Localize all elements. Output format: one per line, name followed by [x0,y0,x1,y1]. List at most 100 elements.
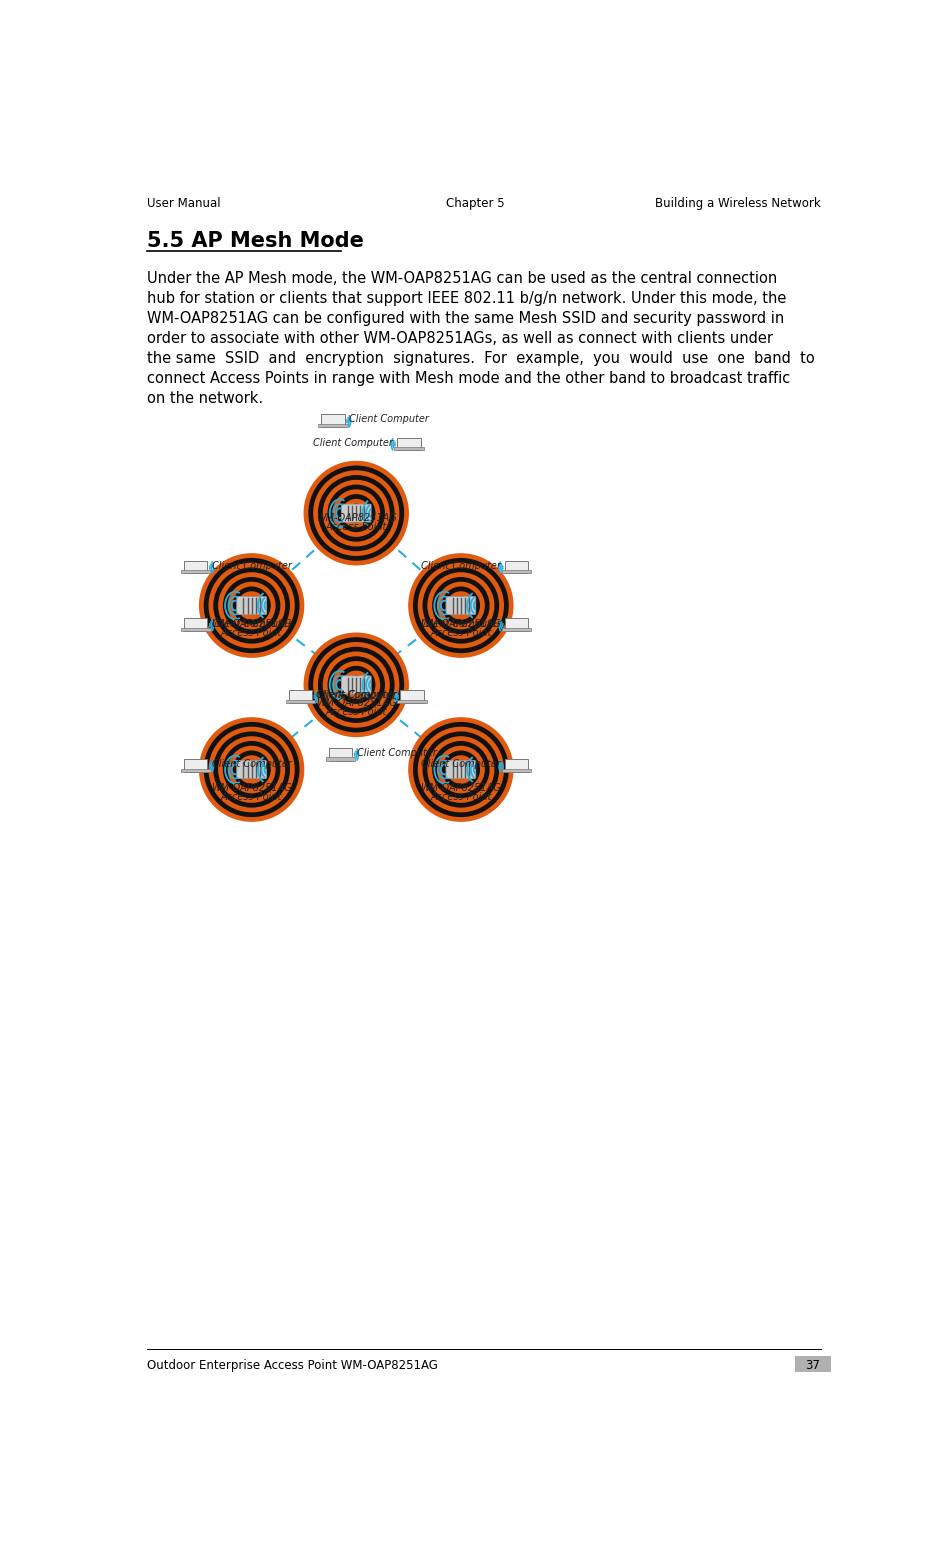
Text: WM-OAP8251AG: WM-OAP8251AG [315,699,396,708]
Ellipse shape [426,572,494,638]
Ellipse shape [446,756,475,784]
FancyBboxPatch shape [394,448,424,451]
Text: Client Computer: Client Computer [316,691,396,700]
Ellipse shape [209,726,295,812]
Ellipse shape [204,722,299,818]
Text: Client Computer: Client Computer [420,759,500,770]
Text: Access Point: Access Point [325,522,387,531]
FancyBboxPatch shape [502,570,531,573]
Ellipse shape [327,485,385,542]
Ellipse shape [312,641,399,728]
Ellipse shape [408,717,513,823]
Text: 5.5 AP Mesh Mode: 5.5 AP Mesh Mode [146,231,363,251]
FancyBboxPatch shape [236,761,266,779]
Ellipse shape [213,731,289,807]
Ellipse shape [408,553,513,658]
Text: Client Computer: Client Computer [312,438,392,448]
Ellipse shape [308,637,404,733]
FancyBboxPatch shape [502,629,531,630]
Text: on the network.: on the network. [146,390,263,406]
Ellipse shape [318,647,394,723]
Text: Client Computer: Client Computer [212,561,292,570]
FancyBboxPatch shape [504,618,527,630]
Text: Access Point: Access Point [430,627,491,638]
FancyBboxPatch shape [184,618,208,630]
FancyBboxPatch shape [502,768,531,771]
Text: Building a Wireless Network: Building a Wireless Network [654,197,820,209]
Ellipse shape [218,736,285,802]
Text: Access Point: Access Point [221,792,282,801]
Ellipse shape [222,740,280,798]
Ellipse shape [204,558,299,654]
Ellipse shape [222,576,280,634]
Ellipse shape [327,657,385,714]
Text: Client Computer: Client Computer [212,759,292,770]
Ellipse shape [347,675,365,694]
Ellipse shape [237,592,266,620]
Ellipse shape [341,499,370,527]
Text: 37: 37 [805,1358,819,1371]
Ellipse shape [318,476,394,551]
Ellipse shape [198,553,304,658]
Ellipse shape [227,582,275,629]
Ellipse shape [242,761,260,779]
Ellipse shape [237,756,266,784]
FancyBboxPatch shape [181,629,210,630]
Text: User Manual: User Manual [146,197,221,209]
FancyBboxPatch shape [794,1355,830,1372]
Ellipse shape [232,587,271,624]
Text: Under the AP Mesh mode, the WM-OAP8251AG can be used as the central connection: Under the AP Mesh mode, the WM-OAP8251AG… [146,271,777,285]
Ellipse shape [308,466,404,561]
Ellipse shape [323,480,389,547]
Ellipse shape [437,745,484,793]
FancyBboxPatch shape [236,596,266,615]
Ellipse shape [242,596,260,615]
Ellipse shape [312,471,399,556]
FancyBboxPatch shape [504,561,527,573]
Ellipse shape [441,751,479,788]
FancyBboxPatch shape [397,437,420,451]
Ellipse shape [426,736,494,802]
Text: WM-OAP8251AG: WM-OAP8251AG [420,620,501,629]
Ellipse shape [432,576,489,634]
Ellipse shape [441,587,479,624]
Ellipse shape [227,745,275,793]
Ellipse shape [341,671,370,699]
Text: Access Point: Access Point [325,706,387,717]
Text: Outdoor Enterprise Access Point WM-OAP8251AG: Outdoor Enterprise Access Point WM-OAP82… [146,1358,438,1371]
Ellipse shape [437,582,484,629]
FancyBboxPatch shape [397,700,426,703]
Ellipse shape [213,567,289,644]
Ellipse shape [422,567,499,644]
Text: hub for station or clients that support IEEE 802.11 b/g/n network. Under this mo: hub for station or clients that support … [146,291,785,305]
Text: Client Computer: Client Computer [357,748,437,757]
FancyBboxPatch shape [325,757,355,761]
Ellipse shape [337,494,375,533]
Text: Client Computer: Client Computer [212,618,292,629]
Ellipse shape [337,666,375,703]
FancyBboxPatch shape [400,689,424,703]
FancyBboxPatch shape [184,759,208,771]
Ellipse shape [332,489,380,538]
Ellipse shape [417,562,503,649]
Ellipse shape [451,761,470,779]
Ellipse shape [451,596,470,615]
Text: WM-OAP8251AG: WM-OAP8251AG [211,784,292,793]
Text: WM-OAP8251AG can be configured with the same Mesh SSID and security password in: WM-OAP8251AG can be configured with the … [146,311,783,325]
FancyBboxPatch shape [341,503,371,522]
FancyBboxPatch shape [288,689,311,703]
FancyBboxPatch shape [446,761,476,779]
Ellipse shape [413,722,508,818]
Ellipse shape [347,503,365,522]
Text: order to associate with other WM-OAP8251AGs, as well as connect with clients und: order to associate with other WM-OAP8251… [146,330,772,345]
Text: Client Computer: Client Computer [349,415,428,424]
Ellipse shape [417,726,503,812]
Ellipse shape [303,632,409,737]
FancyBboxPatch shape [184,561,208,573]
Text: WM-OAP8251AG: WM-OAP8251AG [420,784,501,793]
Ellipse shape [303,460,409,565]
Text: connect Access Points in range with Mesh mode and the other band to broadcast tr: connect Access Points in range with Mesh… [146,370,790,386]
FancyBboxPatch shape [329,748,352,761]
Text: Access Point: Access Point [430,792,491,801]
Ellipse shape [422,731,499,807]
